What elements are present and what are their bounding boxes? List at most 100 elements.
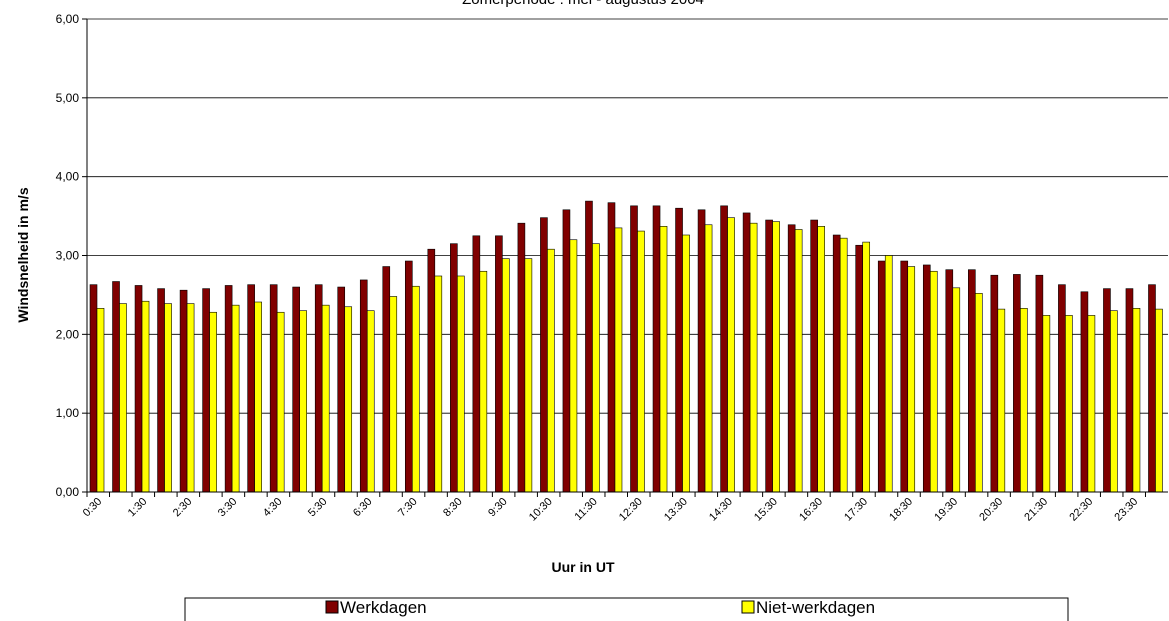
bar	[1020, 308, 1028, 493]
bar	[562, 209, 571, 493]
bar	[810, 219, 818, 493]
bar	[502, 258, 510, 493]
legend-label: Niet-werkdagen	[756, 598, 875, 617]
bar	[292, 286, 300, 493]
chart-title: Zomerperiode : mei - augustus 2004	[462, 0, 704, 8]
bar	[630, 205, 638, 493]
bar	[269, 284, 278, 493]
bar	[540, 217, 548, 493]
bar	[1065, 315, 1073, 493]
bar	[585, 200, 593, 493]
legend-label: Werkdagen	[340, 598, 427, 617]
bar	[952, 287, 961, 493]
bar	[652, 205, 661, 493]
bar	[772, 221, 780, 493]
bar	[839, 237, 848, 493]
x-tick-label: 15:30	[752, 496, 780, 524]
bar	[1080, 291, 1089, 493]
bar	[945, 269, 954, 493]
x-tick-label: 10:30	[527, 496, 555, 524]
bar	[119, 303, 127, 493]
bar	[975, 293, 983, 493]
bar	[517, 222, 526, 493]
bar	[697, 209, 706, 493]
y-tick-label: 3,00	[56, 249, 80, 263]
bar	[247, 284, 255, 493]
bar	[1125, 288, 1134, 493]
bar	[359, 279, 368, 493]
bar	[592, 243, 600, 493]
y-tick-label: 2,00	[56, 327, 80, 341]
y-tick-label: 0,00	[56, 485, 80, 499]
bar	[164, 303, 172, 493]
x-tick-label: 1:30	[126, 496, 150, 520]
bar	[675, 207, 683, 493]
bar	[96, 308, 105, 493]
bar	[659, 226, 668, 493]
bar	[1148, 284, 1156, 493]
bar	[231, 304, 240, 493]
x-tick-label: 20:30	[977, 496, 1005, 524]
x-tick-label: 7:30	[396, 496, 420, 520]
bar	[569, 239, 578, 493]
bar	[607, 202, 616, 493]
x-tick-label: 4:30	[261, 496, 285, 520]
bar	[929, 270, 938, 493]
bar	[817, 226, 825, 493]
bar	[112, 281, 120, 493]
bar	[990, 274, 999, 493]
x-tick-label: 9:30	[486, 496, 510, 520]
bar	[89, 284, 98, 493]
legend-box	[184, 597, 1069, 621]
bar	[1103, 288, 1111, 493]
bar	[968, 269, 976, 493]
bar	[1087, 315, 1096, 493]
x-tick-label: 12:30	[617, 496, 645, 524]
x-tick-label: 6:30	[351, 496, 375, 520]
bar	[704, 224, 713, 493]
bar	[862, 241, 871, 493]
x-tick-label: 18:30	[887, 496, 915, 524]
x-tick-label: 0:30	[81, 496, 105, 520]
bar	[254, 301, 262, 493]
legend-swatch	[325, 600, 339, 614]
bar	[1035, 274, 1044, 493]
x-tick-label: 19:30	[932, 496, 960, 524]
bar	[202, 288, 210, 493]
bar	[495, 235, 503, 493]
y-tick-label: 6,00	[56, 12, 80, 26]
bar	[337, 286, 346, 493]
bar	[427, 248, 436, 493]
bar	[299, 310, 307, 493]
bar	[472, 235, 481, 493]
bar	[186, 303, 195, 493]
x-tick-label: 2:30	[171, 496, 195, 520]
x-tick-label: 13:30	[662, 496, 690, 524]
bar	[224, 285, 233, 493]
bar	[479, 270, 488, 493]
bar	[1042, 315, 1051, 493]
bar	[997, 308, 1006, 493]
bar	[450, 243, 458, 493]
bar	[727, 217, 735, 493]
bar	[794, 229, 803, 493]
x-tick-label: 17:30	[842, 496, 870, 524]
legend-swatch	[741, 600, 755, 614]
bar	[765, 219, 773, 493]
bar	[720, 205, 728, 493]
bar	[922, 264, 931, 493]
x-tick-label: 5:30	[306, 496, 330, 520]
bar	[907, 266, 916, 493]
bar	[1155, 308, 1163, 493]
y-axis-label: Windsnelheid in m/s	[15, 187, 31, 322]
bar	[404, 260, 413, 493]
bar	[855, 244, 864, 493]
bar	[742, 212, 751, 493]
bar	[457, 275, 465, 493]
y-tick-label: 4,00	[56, 170, 80, 184]
x-tick-label: 11:30	[572, 496, 599, 523]
bar	[134, 285, 143, 493]
bar	[832, 234, 841, 493]
x-tick-label: 22:30	[1067, 496, 1095, 524]
